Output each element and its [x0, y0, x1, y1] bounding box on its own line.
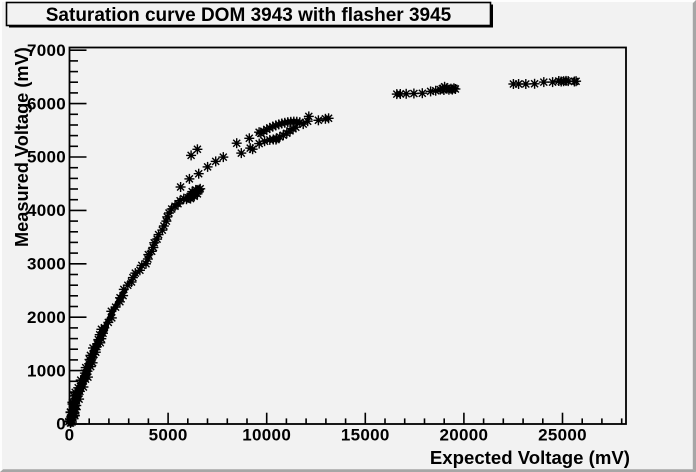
svg-text:25000: 25000	[538, 426, 587, 445]
svg-text:7000: 7000	[27, 41, 66, 60]
svg-text:0: 0	[56, 415, 66, 434]
svg-text:6000: 6000	[27, 94, 66, 113]
svg-text:Measured Voltage (mV): Measured Voltage (mV)	[12, 47, 32, 247]
svg-text:2000: 2000	[27, 308, 66, 327]
svg-text:Saturation curve DOM 3943 with: Saturation curve DOM 3943 with flasher 3…	[46, 5, 452, 26]
svg-text:20000: 20000	[440, 426, 489, 445]
svg-text:Expected Voltage (mV): Expected Voltage (mV)	[430, 447, 630, 468]
svg-text:5000: 5000	[149, 426, 188, 445]
svg-text:0: 0	[65, 426, 75, 445]
svg-text:5000: 5000	[27, 148, 66, 167]
svg-text:4000: 4000	[27, 201, 66, 220]
svg-text:15000: 15000	[341, 426, 390, 445]
svg-text:3000: 3000	[27, 255, 66, 274]
svg-text:10000: 10000	[242, 426, 291, 445]
svg-text:1000: 1000	[27, 361, 66, 380]
